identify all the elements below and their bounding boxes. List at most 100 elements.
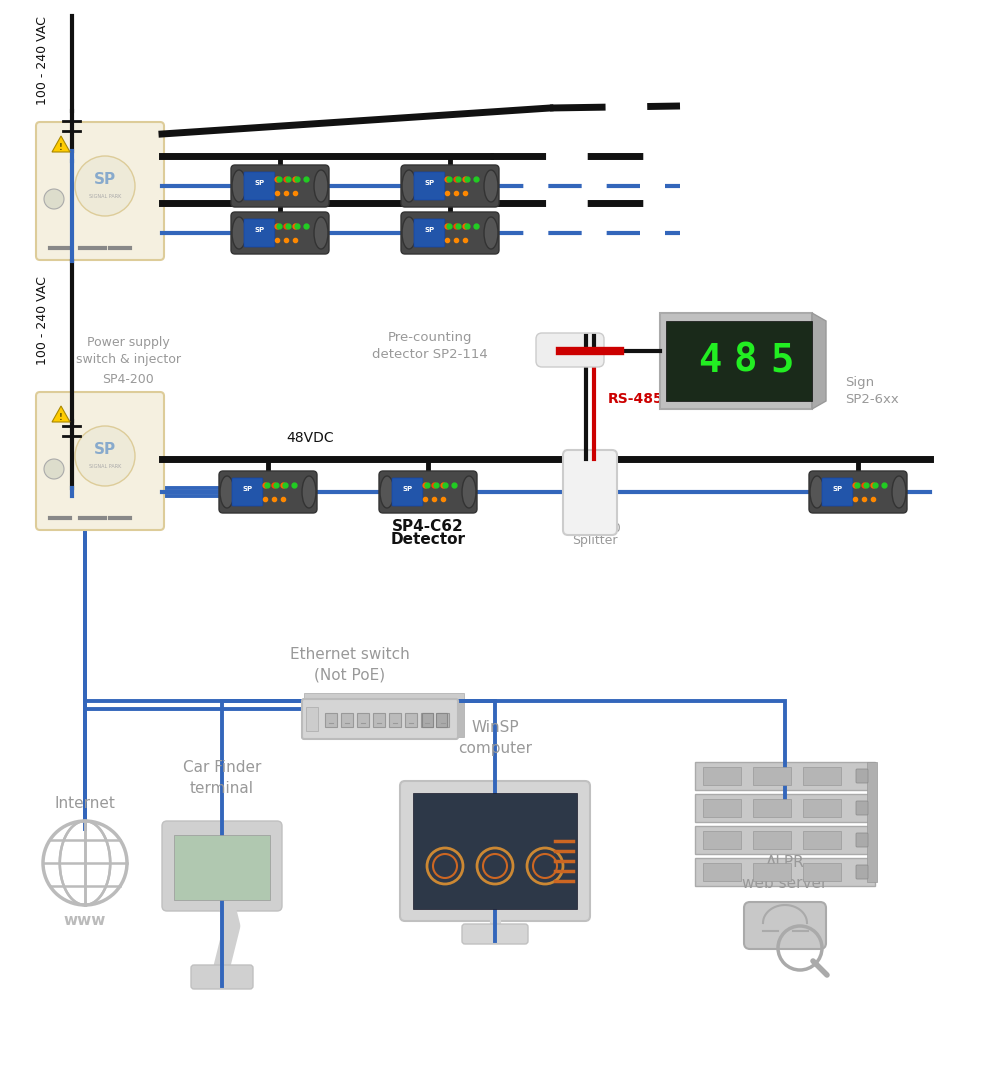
FancyBboxPatch shape xyxy=(379,471,477,513)
Circle shape xyxy=(75,426,135,486)
Polygon shape xyxy=(812,313,826,409)
Text: 4: 4 xyxy=(698,342,722,381)
Ellipse shape xyxy=(810,476,824,508)
Ellipse shape xyxy=(462,476,476,508)
FancyBboxPatch shape xyxy=(695,858,875,886)
Text: SP: SP xyxy=(94,172,116,187)
FancyBboxPatch shape xyxy=(666,321,812,401)
FancyBboxPatch shape xyxy=(803,831,841,849)
Circle shape xyxy=(44,459,64,479)
Text: Power supply
switch & injector: Power supply switch & injector xyxy=(76,336,180,366)
Text: !: ! xyxy=(59,143,63,151)
Ellipse shape xyxy=(314,217,328,249)
FancyBboxPatch shape xyxy=(325,713,337,728)
Text: RS-485: RS-485 xyxy=(608,392,664,406)
FancyBboxPatch shape xyxy=(753,863,791,881)
Text: 100 - 240 VAC: 100 - 240 VAC xyxy=(36,16,48,106)
FancyBboxPatch shape xyxy=(231,212,329,254)
FancyBboxPatch shape xyxy=(856,769,868,783)
FancyBboxPatch shape xyxy=(703,768,741,785)
FancyBboxPatch shape xyxy=(695,762,875,790)
FancyBboxPatch shape xyxy=(401,212,499,254)
FancyBboxPatch shape xyxy=(414,219,445,246)
FancyBboxPatch shape xyxy=(162,820,282,911)
FancyBboxPatch shape xyxy=(244,172,275,200)
Ellipse shape xyxy=(402,170,416,202)
Text: SP4-150: SP4-150 xyxy=(569,522,621,535)
FancyBboxPatch shape xyxy=(302,699,458,739)
FancyBboxPatch shape xyxy=(856,833,868,848)
Text: SP: SP xyxy=(254,227,264,233)
Polygon shape xyxy=(52,136,70,152)
FancyBboxPatch shape xyxy=(856,801,868,815)
Text: Car Finder
terminal: Car Finder terminal xyxy=(183,760,261,796)
Text: SP: SP xyxy=(832,486,842,492)
FancyBboxPatch shape xyxy=(219,471,317,513)
FancyBboxPatch shape xyxy=(563,450,617,535)
FancyBboxPatch shape xyxy=(36,392,164,530)
Circle shape xyxy=(44,189,64,209)
FancyBboxPatch shape xyxy=(437,713,449,728)
Text: WinSP
computer: WinSP computer xyxy=(458,720,532,756)
FancyBboxPatch shape xyxy=(392,478,423,506)
Text: SP: SP xyxy=(94,441,116,456)
FancyBboxPatch shape xyxy=(695,795,875,822)
Text: 100 - 240 VAC: 100 - 240 VAC xyxy=(36,277,48,365)
FancyBboxPatch shape xyxy=(232,478,263,506)
Text: 8: 8 xyxy=(733,342,757,381)
Text: Detector: Detector xyxy=(390,532,466,547)
FancyBboxPatch shape xyxy=(422,713,433,728)
FancyBboxPatch shape xyxy=(174,835,270,900)
Text: www: www xyxy=(64,913,106,927)
FancyBboxPatch shape xyxy=(695,826,875,854)
Text: 48VDC: 48VDC xyxy=(286,431,334,445)
Text: 5: 5 xyxy=(770,342,794,381)
FancyBboxPatch shape xyxy=(401,165,499,206)
FancyBboxPatch shape xyxy=(405,713,417,728)
Polygon shape xyxy=(660,313,812,409)
Ellipse shape xyxy=(402,217,416,249)
Ellipse shape xyxy=(380,476,394,508)
Text: SP: SP xyxy=(242,486,252,492)
FancyBboxPatch shape xyxy=(753,768,791,785)
FancyBboxPatch shape xyxy=(414,172,445,200)
Text: Sign
SP2-6xx: Sign SP2-6xx xyxy=(845,376,899,406)
Ellipse shape xyxy=(484,170,498,202)
FancyBboxPatch shape xyxy=(413,793,577,909)
Ellipse shape xyxy=(302,476,316,508)
Text: ALPR
web server: ALPR web server xyxy=(742,855,828,891)
FancyBboxPatch shape xyxy=(867,762,877,882)
Text: Internet: Internet xyxy=(55,796,115,811)
Ellipse shape xyxy=(232,170,246,202)
FancyBboxPatch shape xyxy=(304,693,464,700)
FancyBboxPatch shape xyxy=(803,768,841,785)
Text: SIGNAL PARK: SIGNAL PARK xyxy=(89,193,121,199)
Text: SP: SP xyxy=(424,181,434,186)
FancyBboxPatch shape xyxy=(703,863,741,881)
FancyBboxPatch shape xyxy=(306,707,318,731)
Ellipse shape xyxy=(484,217,498,249)
FancyBboxPatch shape xyxy=(803,863,841,881)
FancyBboxPatch shape xyxy=(436,713,447,728)
FancyBboxPatch shape xyxy=(191,965,253,989)
Text: SP4-C62: SP4-C62 xyxy=(392,519,464,534)
Text: Splitter: Splitter xyxy=(572,534,618,547)
FancyBboxPatch shape xyxy=(809,471,907,513)
FancyBboxPatch shape xyxy=(803,799,841,817)
FancyBboxPatch shape xyxy=(373,713,385,728)
FancyBboxPatch shape xyxy=(536,333,604,368)
Text: SP: SP xyxy=(424,227,434,233)
FancyBboxPatch shape xyxy=(703,799,741,817)
FancyBboxPatch shape xyxy=(856,865,868,879)
Text: SP4-200: SP4-200 xyxy=(102,373,154,386)
Circle shape xyxy=(75,156,135,216)
Text: SP: SP xyxy=(254,181,264,186)
FancyBboxPatch shape xyxy=(456,700,464,737)
FancyBboxPatch shape xyxy=(753,831,791,849)
Text: !: ! xyxy=(59,413,63,422)
Text: Ethernet switch
(Not PoE): Ethernet switch (Not PoE) xyxy=(290,648,410,683)
FancyBboxPatch shape xyxy=(744,902,826,949)
FancyBboxPatch shape xyxy=(753,799,791,817)
FancyBboxPatch shape xyxy=(400,780,590,921)
FancyBboxPatch shape xyxy=(389,713,401,728)
